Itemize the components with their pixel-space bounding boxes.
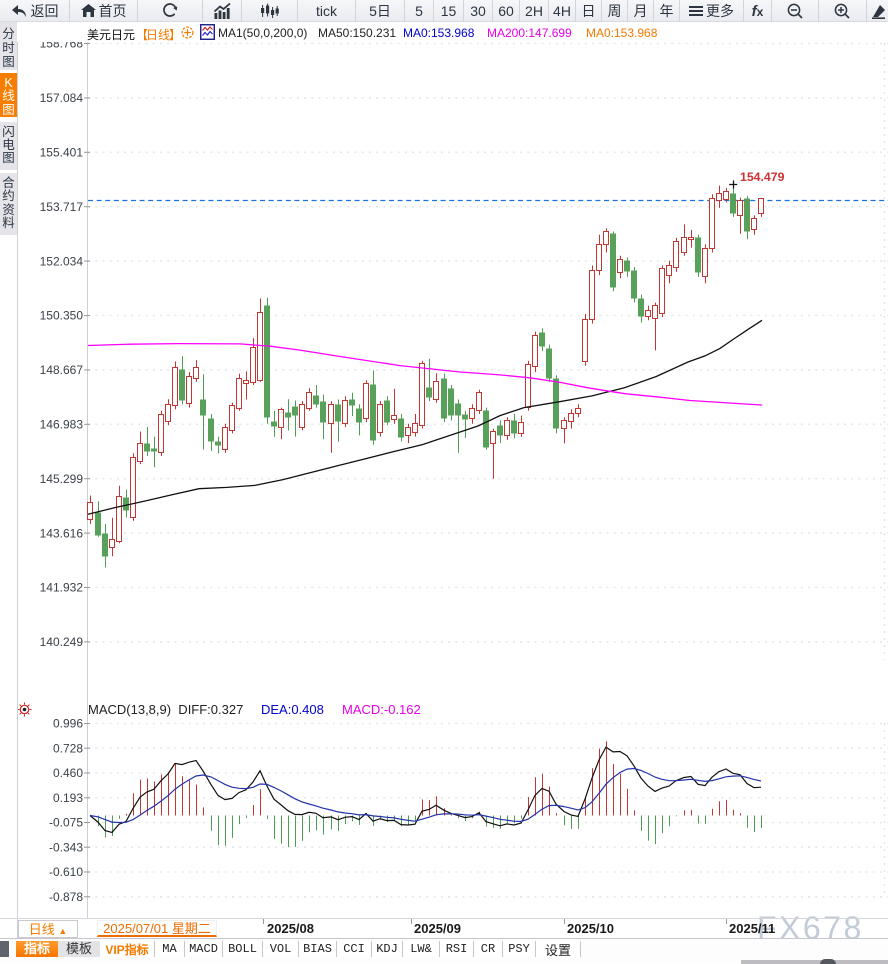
svg-text:MACD(13,8,9) DIFF:0.327: MACD(13,8,9) DIFF:0.327 bbox=[88, 702, 243, 717]
svg-text:0.728: 0.728 bbox=[53, 742, 83, 756]
svg-text:154.479: 154.479 bbox=[740, 170, 785, 184]
svg-text:MACD:-0.162: MACD:-0.162 bbox=[342, 702, 421, 717]
svg-text:155.401: 155.401 bbox=[40, 146, 84, 160]
svg-text:DEA:0.408: DEA:0.408 bbox=[261, 702, 324, 717]
svg-text:152.034: 152.034 bbox=[40, 254, 84, 268]
svg-text:145.299: 145.299 bbox=[40, 472, 84, 486]
svg-text:153.717: 153.717 bbox=[40, 200, 84, 214]
svg-text:157.084: 157.084 bbox=[40, 91, 84, 105]
svg-text:141.932: 141.932 bbox=[40, 581, 84, 595]
svg-text:140.249: 140.249 bbox=[40, 635, 84, 649]
svg-text:0.193: 0.193 bbox=[53, 791, 83, 805]
svg-text:-0.343: -0.343 bbox=[49, 841, 83, 855]
svg-text:150.350: 150.350 bbox=[40, 309, 84, 323]
svg-text:-0.610: -0.610 bbox=[49, 865, 83, 879]
svg-text:148.667: 148.667 bbox=[40, 363, 84, 377]
svg-text:146.983: 146.983 bbox=[40, 418, 84, 432]
svg-text:-0.878: -0.878 bbox=[49, 890, 83, 904]
svg-text:143.616: 143.616 bbox=[40, 526, 84, 540]
svg-text:-0.075: -0.075 bbox=[49, 816, 83, 830]
svg-text:0.460: 0.460 bbox=[53, 766, 83, 780]
svg-text:0.996: 0.996 bbox=[53, 717, 83, 731]
